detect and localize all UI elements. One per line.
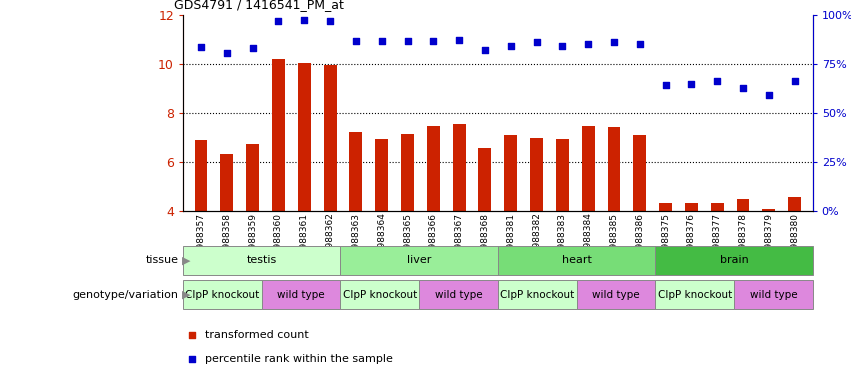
- Bar: [762, 209, 775, 211]
- Point: [556, 43, 569, 49]
- Bar: [737, 199, 750, 211]
- Text: wild type: wild type: [435, 290, 483, 300]
- Bar: [323, 65, 336, 211]
- Point: [194, 44, 208, 50]
- Point: [633, 40, 647, 46]
- Bar: [272, 60, 285, 211]
- Bar: [401, 134, 414, 211]
- Bar: [505, 135, 517, 211]
- Point: [736, 84, 750, 91]
- Bar: [195, 140, 208, 211]
- Point: [349, 38, 363, 44]
- Point: [659, 82, 672, 88]
- Bar: [556, 139, 568, 211]
- Point: [711, 78, 724, 84]
- Bar: [788, 197, 801, 211]
- Text: genotype/variation: genotype/variation: [72, 290, 179, 300]
- Bar: [340, 280, 419, 309]
- Point: [788, 78, 802, 84]
- Bar: [419, 280, 498, 309]
- Text: wild type: wild type: [277, 290, 325, 300]
- Point: [323, 18, 337, 25]
- Point: [426, 38, 440, 44]
- Bar: [453, 124, 465, 211]
- Bar: [576, 280, 655, 309]
- Bar: [375, 139, 388, 211]
- Bar: [498, 280, 576, 309]
- Bar: [183, 246, 340, 275]
- Point: [246, 45, 260, 51]
- Point: [375, 38, 389, 44]
- Point: [684, 81, 698, 87]
- Text: ClpP knockout: ClpP knockout: [343, 290, 417, 300]
- Bar: [734, 280, 813, 309]
- Point: [529, 39, 543, 45]
- Point: [607, 39, 620, 45]
- Text: brain: brain: [720, 255, 748, 265]
- Point: [186, 356, 199, 362]
- Text: transformed count: transformed count: [205, 331, 309, 341]
- Text: GDS4791 / 1416541_PM_at: GDS4791 / 1416541_PM_at: [174, 0, 345, 12]
- Bar: [633, 135, 646, 211]
- Text: tissue: tissue: [146, 255, 179, 265]
- Bar: [660, 203, 672, 211]
- Point: [220, 50, 234, 56]
- Bar: [262, 280, 340, 309]
- Bar: [350, 132, 363, 211]
- Text: ▶: ▶: [182, 290, 191, 300]
- Point: [186, 333, 199, 339]
- Text: ClpP knockout: ClpP knockout: [186, 290, 260, 300]
- Text: ClpP knockout: ClpP knockout: [500, 290, 574, 300]
- Point: [478, 46, 492, 53]
- Bar: [478, 147, 491, 211]
- Text: heart: heart: [562, 255, 591, 265]
- Bar: [498, 246, 655, 275]
- Text: liver: liver: [407, 255, 431, 265]
- Bar: [246, 144, 259, 211]
- Text: ClpP knockout: ClpP knockout: [658, 290, 732, 300]
- Text: wild type: wild type: [750, 290, 797, 300]
- Bar: [183, 280, 262, 309]
- Point: [401, 38, 414, 44]
- Bar: [340, 246, 498, 275]
- Bar: [685, 203, 698, 211]
- Text: wild type: wild type: [592, 290, 640, 300]
- Bar: [427, 126, 440, 211]
- Point: [504, 43, 517, 49]
- Bar: [711, 203, 723, 211]
- Bar: [582, 126, 595, 211]
- Text: percentile rank within the sample: percentile rank within the sample: [205, 354, 393, 364]
- Bar: [530, 138, 543, 211]
- Bar: [608, 127, 620, 211]
- Point: [453, 37, 466, 43]
- Point: [581, 40, 595, 46]
- Bar: [220, 154, 233, 211]
- Point: [298, 17, 311, 23]
- Point: [271, 18, 285, 25]
- Bar: [298, 63, 311, 211]
- Bar: [655, 280, 734, 309]
- Point: [762, 92, 775, 98]
- Bar: [655, 246, 813, 275]
- Text: ▶: ▶: [182, 255, 191, 265]
- Text: testis: testis: [247, 255, 277, 265]
